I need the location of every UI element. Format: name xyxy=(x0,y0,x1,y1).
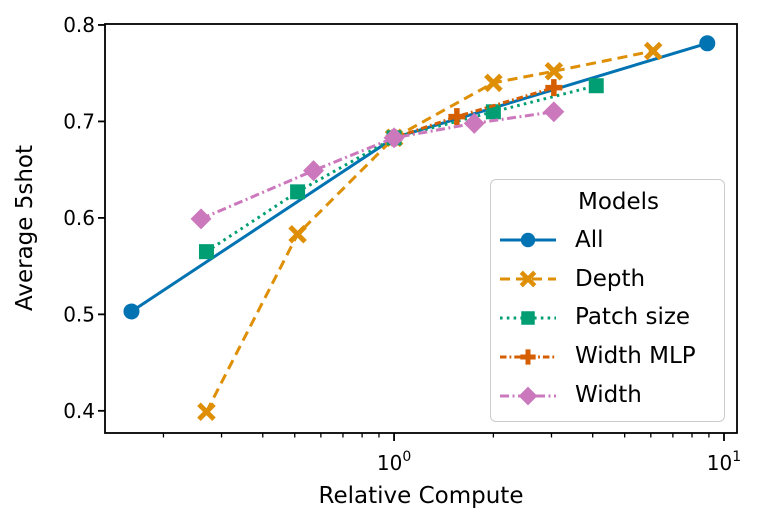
marker-square xyxy=(290,184,306,200)
marker-diamond xyxy=(543,101,565,123)
y-tick-label: 0.8 xyxy=(63,13,95,37)
marker-diamond xyxy=(518,386,538,405)
marker-x xyxy=(197,402,216,422)
marker-x xyxy=(519,270,537,288)
series-line-depth xyxy=(205,49,654,413)
legend-swatch-width-mlp xyxy=(500,349,556,365)
marker-circle xyxy=(699,35,716,52)
y-axis-title: Average 5shot xyxy=(12,144,38,312)
legend-item-label: Width xyxy=(575,382,642,409)
marker-diamond xyxy=(463,112,485,134)
legend: Models All Depth Patch size Width MLP Width xyxy=(490,179,725,422)
y-tick-label: 0.4 xyxy=(63,399,95,423)
legend-item-label: Width MLP xyxy=(575,343,696,370)
y-tick-label: 0.6 xyxy=(63,206,95,230)
marker-circle xyxy=(520,233,536,248)
x-tick-label: 100 xyxy=(377,449,411,475)
marker-plus xyxy=(448,108,466,126)
legend-swatch-width xyxy=(500,386,556,405)
legend-item-all: All xyxy=(491,221,724,260)
marker-diamond xyxy=(190,208,212,230)
legend-swatch-depth xyxy=(500,270,556,288)
legend-item-width-mlp: Width MLP xyxy=(491,337,724,376)
legend-title: Models xyxy=(577,189,660,215)
marker-circle xyxy=(123,303,140,320)
marker-plus xyxy=(520,349,536,365)
x-axis-title: Relative Compute xyxy=(318,483,524,509)
x-tick-label: 101 xyxy=(707,449,741,475)
legend-swatch-patch-size xyxy=(500,311,556,325)
legend-rows: All Depth Patch size Width MLP Width xyxy=(491,221,724,415)
marker-square xyxy=(198,244,214,260)
marker-x xyxy=(544,61,564,81)
marker-x xyxy=(288,225,307,244)
legend-item-label: All xyxy=(575,226,604,253)
marker-x xyxy=(643,41,663,61)
marker-x xyxy=(484,73,503,93)
legend-item-width: Width xyxy=(491,376,724,415)
legend-item-label: Depth xyxy=(575,265,646,292)
legend-item-label: Patch size xyxy=(575,304,691,331)
series-line-width-mlp xyxy=(393,86,555,140)
y-tick-label: 0.5 xyxy=(63,302,95,326)
marker-square xyxy=(588,78,604,94)
marker-square xyxy=(521,311,535,325)
legend-item-depth: Depth xyxy=(491,260,724,299)
marker-plus xyxy=(545,79,563,97)
plot-frame xyxy=(104,23,738,434)
y-tick-label: 0.7 xyxy=(63,109,95,133)
legend-item-patch-size: Patch size xyxy=(491,299,724,338)
legend-swatch-all xyxy=(500,233,556,248)
